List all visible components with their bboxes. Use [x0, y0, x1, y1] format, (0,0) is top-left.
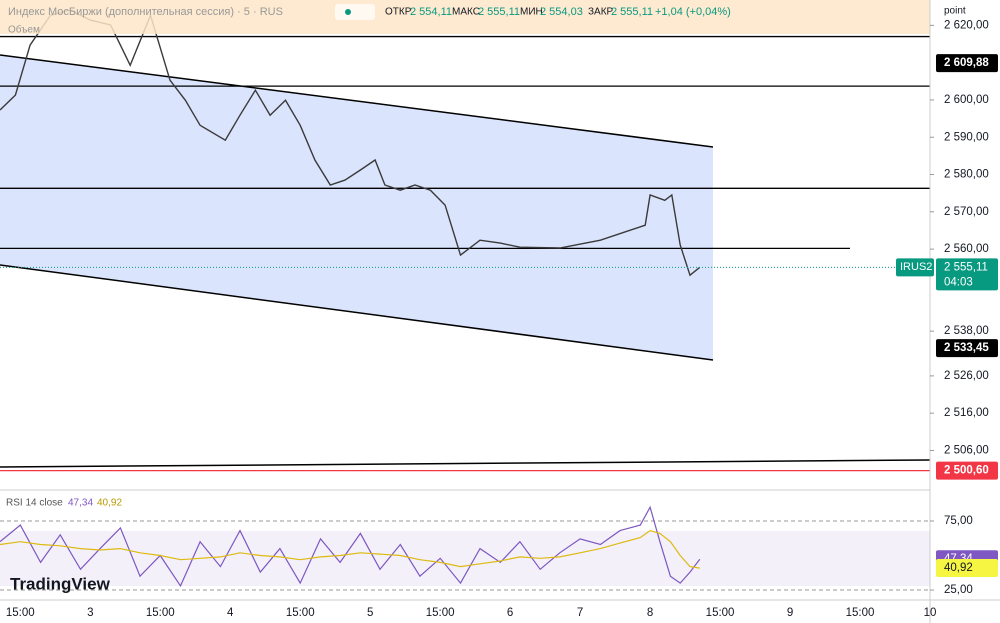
trend-line [0, 459, 931, 468]
price-badge-label: 2 533,45 [944, 342, 989, 354]
y-tick-label: 2 620,00 [944, 19, 989, 31]
y-tick-label: 2 526,00 [944, 370, 989, 382]
status-icons [335, 4, 375, 20]
open-value: 2 554,11 [410, 6, 452, 18]
y-tick-label: 2 516,00 [944, 407, 989, 419]
series-line [0, 9, 701, 277]
y-tick-label: 2 580,00 [944, 169, 989, 181]
x-tick-label: 15:00 [426, 607, 455, 619]
price-badge-label: 2 500,60 [944, 465, 989, 477]
y-tick-label: 75,00 [944, 515, 973, 527]
price-axis [930, 0, 1000, 623]
x-tick-label: 6 [507, 607, 513, 619]
countdown: 04:03 [944, 276, 973, 288]
y-tick-label: 25,00 [944, 584, 973, 596]
x-tick-label: 9 [787, 607, 793, 619]
axis-unit: point [944, 6, 966, 17]
y-tick-label: 2 560,00 [944, 243, 989, 255]
close-value: 2 555,11 [611, 6, 653, 18]
x-tick-label: 7 [577, 607, 583, 619]
indicator-badge [936, 559, 998, 578]
x-tick-label: 15:00 [146, 607, 175, 619]
rsi-ma-value: 40,92 [97, 498, 122, 509]
logo: TradingView [10, 574, 111, 593]
channel-bottom [0, 264, 714, 361]
y-tick-label: 2 570,00 [944, 206, 989, 218]
rsi-value: 47,34 [68, 498, 93, 509]
x-tick-label: 15:00 [706, 607, 735, 619]
channel-top [0, 54, 714, 148]
rsi-title: RSI 14 close [6, 498, 63, 509]
y-tick-label: 2 600,00 [944, 94, 989, 106]
legend-bar [0, 0, 930, 34]
series-line [0, 505, 701, 588]
y-tick-label: 2 590,00 [944, 131, 989, 143]
price-badge [936, 54, 998, 73]
x-tick-label: 15:00 [6, 607, 35, 619]
low-label: МИН [520, 7, 543, 18]
x-tick-label: 15:00 [286, 607, 315, 619]
symbol-title: Индекс МосБиржи (дополнительная сессия) … [8, 6, 283, 18]
channel [0, 55, 713, 360]
y-tick-label: 2 538,00 [944, 325, 989, 337]
rsi-band [0, 531, 930, 586]
price-badge [936, 461, 998, 480]
price-badge-label: 2 609,88 [944, 57, 989, 69]
symbol-badge [896, 258, 934, 277]
low-value: 2 554,03 [540, 6, 583, 18]
x-tick-label: 5 [367, 607, 373, 619]
last-price-badge [936, 258, 998, 291]
high-value: 2 555,11 [478, 6, 520, 18]
indicator-badge-label: 40,92 [944, 562, 973, 574]
close-label: ЗАКР [588, 7, 614, 18]
price-badge [936, 339, 998, 358]
open-label: ОТКР [385, 7, 412, 18]
volume-label: Объем [8, 24, 40, 36]
symbol-label: IRUS2 [900, 261, 932, 273]
x-tick-label: 4 [227, 607, 234, 619]
change-value: +1,04 (+0,04%) [655, 6, 731, 18]
x-tick-label: 8 [647, 607, 653, 619]
y-tick-label: 2 506,00 [944, 445, 989, 457]
high-label: МАКС [452, 7, 480, 18]
status-dot [345, 9, 351, 15]
x-tick-label: 15:00 [846, 607, 875, 619]
series-line [0, 529, 700, 569]
x-tick-label: 10 [924, 607, 937, 619]
last-price-label: 2 555,11 [944, 261, 988, 273]
x-tick-label: 3 [87, 607, 93, 619]
